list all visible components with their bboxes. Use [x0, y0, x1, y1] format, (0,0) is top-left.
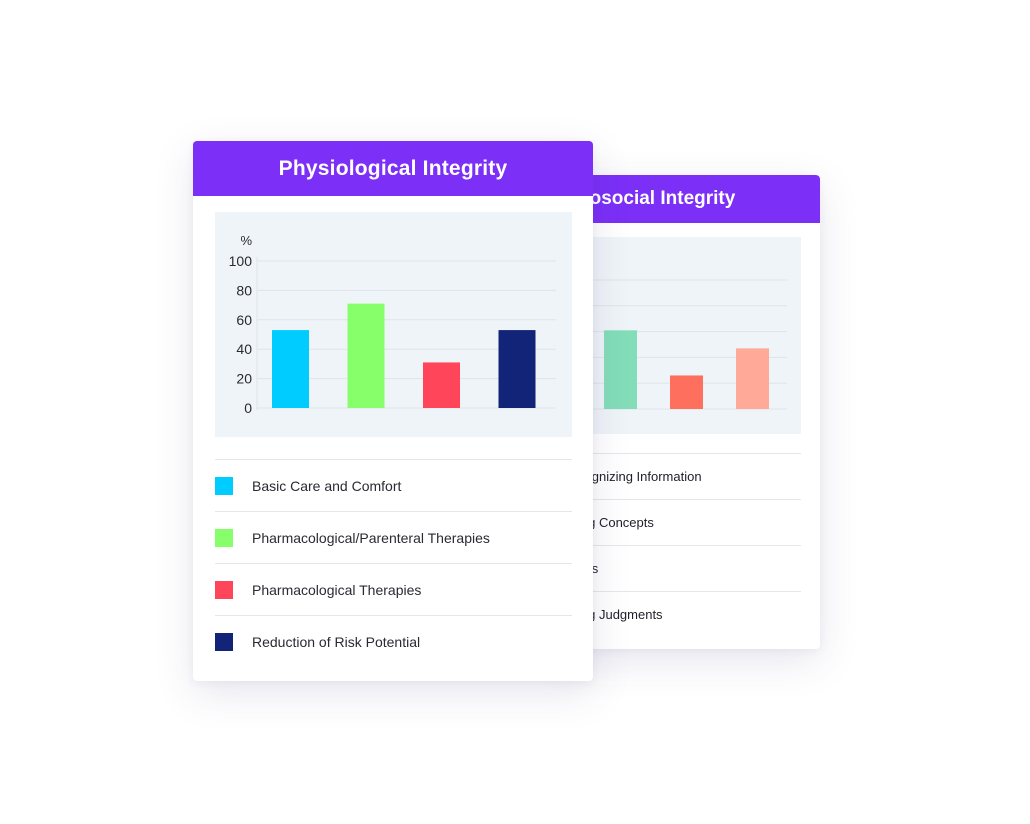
legend-label: Pharmacological/Parenteral Therapies: [252, 529, 490, 546]
y-tick-label: 80: [236, 282, 252, 298]
legend-item: ing Concepts: [560, 499, 801, 545]
legend-swatch: [215, 580, 233, 599]
legend-item: Reduction of Risk Potential: [215, 615, 572, 667]
legend-list: Basic Care and Comfort Pharmacological/P…: [215, 459, 572, 667]
legend-swatch: [215, 528, 233, 547]
bar: [423, 362, 460, 408]
y-tick-label: 0: [244, 400, 252, 416]
y-tick-label: 60: [236, 312, 252, 328]
legend-list: cognizing Information ing Concepts ties …: [560, 453, 801, 637]
chart-panel: 0 20 40 60 80 100%: [215, 212, 572, 437]
bar-chart: [560, 279, 787, 410]
legend-swatch: [215, 632, 233, 651]
legend-item: Pharmacological Therapies: [215, 563, 572, 615]
legend-label: Pharmacological Therapies: [252, 581, 422, 598]
y-tick-label: 100: [229, 253, 253, 269]
legend-label: Reduction of Risk Potential: [252, 633, 421, 650]
bar: [670, 375, 703, 409]
card-title: nosocial Integrity: [560, 175, 820, 223]
physiological-integrity-card: Physiological Integrity 0 20 40 60 80 100% Ba…: [193, 141, 593, 681]
legend-swatch: [215, 476, 233, 495]
y-axis-label: %: [240, 233, 252, 248]
legend-label: ing Judgments: [578, 607, 663, 622]
psychosocial-integrity-card: nosocial Integrity cognizing Information…: [560, 175, 820, 649]
legend-label: Basic Care and Comfort: [252, 477, 402, 494]
y-tick-label: 40: [236, 341, 252, 357]
bar-chart: 0 20 40 60 80 100%: [229, 233, 556, 416]
legend-item: cognizing Information: [560, 453, 801, 499]
legend-label: ing Concepts: [578, 515, 654, 530]
bar: [604, 330, 637, 409]
bar: [272, 330, 309, 408]
bar: [736, 348, 769, 409]
bar: [347, 303, 385, 408]
card-title: Physiological Integrity: [193, 141, 593, 196]
legend-item: Basic Care and Comfort: [215, 459, 572, 511]
legend-item: ing Judgments: [560, 591, 801, 637]
legend-label: cognizing Information: [578, 469, 702, 484]
legend-item: ties: [560, 545, 801, 591]
bar: [498, 330, 536, 408]
legend-item: Pharmacological/Parenteral Therapies: [215, 511, 572, 563]
y-tick-label: 20: [236, 371, 252, 387]
chart-panel: [560, 237, 801, 434]
